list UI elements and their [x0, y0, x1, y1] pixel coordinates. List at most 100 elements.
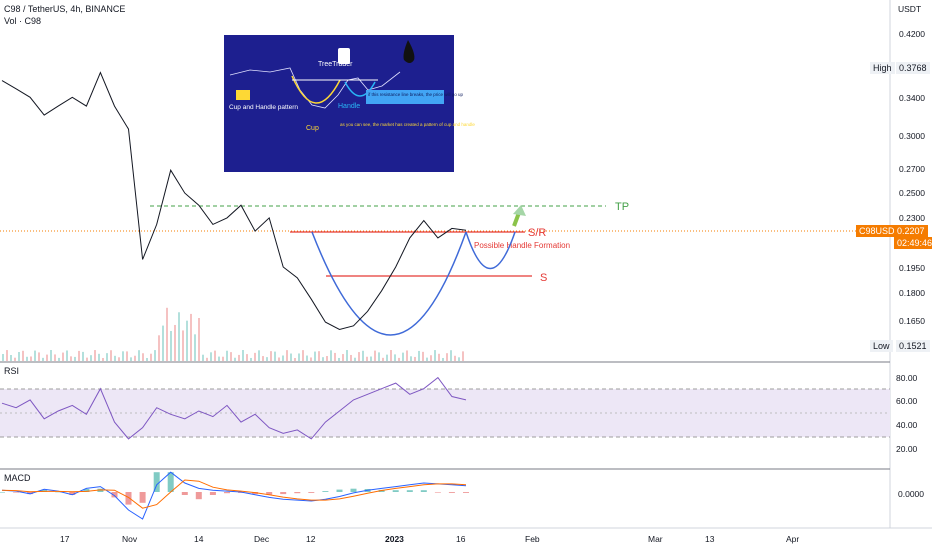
symbol-header[interactable]: C98 / TetherUS, 4h, BINANCE: [4, 4, 126, 14]
volume-bar: [90, 355, 92, 361]
volume-bar: [426, 357, 428, 361]
volume-bar: [66, 350, 68, 361]
time-label: 16: [456, 534, 466, 544]
volume-bar: [402, 352, 404, 361]
macd-histogram-bar: [181, 492, 188, 495]
volume-bar: [358, 352, 360, 361]
rsi-line: [1, 376, 467, 440]
inset-brand: TreeTrader: [318, 61, 353, 68]
volume-bar: [138, 350, 140, 361]
volume-bar: [114, 355, 116, 361]
rsi-band: [0, 388, 890, 438]
rsi-label[interactable]: RSI: [4, 366, 20, 376]
volume-bars: [2, 307, 464, 361]
volume-bar: [6, 350, 8, 361]
sr-label: S/R: [528, 227, 546, 239]
volume-bar: [222, 356, 224, 361]
price-tick: 0.2700: [899, 164, 925, 174]
volume-bar: [374, 350, 376, 361]
volume-bar: [26, 356, 28, 361]
volume-bar: [278, 357, 280, 361]
time-label: Apr: [786, 534, 799, 544]
volume-bar: [182, 330, 184, 361]
volume-bar: [434, 350, 436, 361]
volume-bar: [190, 313, 192, 361]
inset-note-cup: as you can see, the market has created a…: [340, 122, 475, 127]
time-label: 17: [60, 534, 70, 544]
volume-bar: [414, 356, 416, 361]
volume-bar: [326, 356, 328, 361]
macd-histogram-bar: [294, 492, 301, 494]
macd-label[interactable]: MACD: [4, 473, 31, 483]
volume-bar: [242, 350, 244, 361]
macd-histogram-bar: [266, 492, 273, 495]
volume-bar: [98, 353, 100, 361]
volume-bar: [342, 354, 344, 361]
volume-bar: [30, 356, 32, 361]
price-tick: 0.1950: [899, 263, 925, 273]
inset-cup-curve: [291, 75, 341, 104]
time-axis: 17 Nov 14 Dec 12 2023 16 Feb Mar 13 Apr: [60, 534, 799, 544]
macd-axis: 0.0000: [898, 489, 924, 499]
volume-bar: [210, 352, 212, 361]
macd-histogram-bar: [125, 492, 132, 505]
volume-bar: [74, 356, 76, 361]
macd-histogram-bar: [69, 492, 76, 495]
volume-header[interactable]: Vol · C98: [4, 16, 42, 26]
time-label: Mar: [648, 534, 663, 544]
volume-bar: [346, 350, 348, 361]
oil-drop-icon: [403, 40, 415, 63]
rsi-axis: 80.00 60.00 40.00 20.00: [896, 373, 918, 454]
time-label: Dec: [254, 534, 270, 544]
macd-histogram-bar: [153, 472, 160, 492]
last-price-badge: 0.2207: [894, 225, 928, 237]
volume-bar: [14, 357, 16, 361]
volume-bar: [134, 355, 136, 361]
volume-bar: [246, 354, 248, 361]
inset-note-break: if this resistance line breaks, the pric…: [368, 92, 464, 97]
macd-histogram-bar: [350, 488, 357, 492]
volume-bar: [238, 354, 240, 361]
macd-histogram-bar: [420, 490, 427, 492]
high-label: High: [870, 62, 895, 74]
volume-bar: [446, 353, 448, 361]
volume-bar: [394, 354, 396, 361]
countdown-badge: 02:49:46: [894, 237, 932, 249]
volume-bar: [366, 356, 368, 361]
macd-histogram-bar: [280, 492, 287, 495]
price-tick: 0.1800: [899, 288, 925, 298]
volume-bar: [62, 352, 64, 361]
macd-histogram-bar: [434, 492, 441, 493]
volume-bar: [262, 356, 264, 361]
volume-bar: [70, 356, 72, 361]
time-label: 14: [194, 534, 204, 544]
inset-handle-label: Handle: [338, 103, 360, 110]
currency-label: USDT: [898, 4, 921, 14]
rsi-tick: 20.00: [896, 444, 918, 454]
volume-bar: [322, 357, 324, 361]
volume-bar: [214, 350, 216, 361]
low-label: Low: [870, 340, 893, 352]
volume-bar: [458, 357, 460, 361]
price-tick: 0.2300: [899, 213, 925, 223]
volume-bar: [102, 357, 104, 361]
volume-bar: [18, 352, 20, 361]
handle-note: Possible Handle Formation: [474, 241, 570, 250]
volume-bar: [94, 350, 96, 361]
volume-bar: [314, 351, 316, 361]
price-tick: 0.4200: [899, 29, 925, 39]
tp-label: TP: [615, 201, 629, 213]
volume-bar: [2, 354, 4, 361]
volume-bar: [206, 357, 208, 361]
volume-bar: [294, 357, 296, 361]
macd-histogram-bar: [322, 491, 329, 492]
volume-bar: [390, 350, 392, 361]
macd-histogram-bar: [209, 492, 216, 495]
volume-bar: [146, 357, 148, 361]
volume-bar: [282, 355, 284, 361]
volume-bar: [142, 353, 144, 361]
volume-bar: [454, 355, 456, 361]
rsi-tick: 60.00: [896, 396, 918, 406]
volume-bar: [86, 357, 88, 361]
